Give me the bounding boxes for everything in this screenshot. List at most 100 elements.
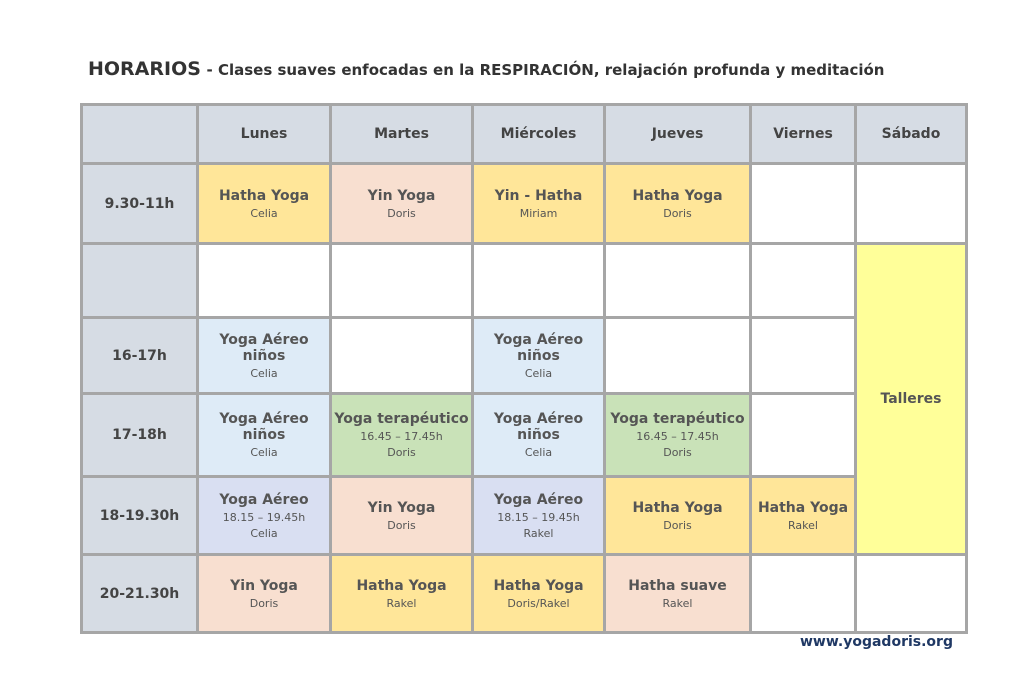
class-time: 18.15 – 19.45h (497, 510, 580, 524)
time-cell: 18-19.30h (80, 475, 199, 556)
teacher: Celia (524, 366, 553, 380)
website: www.yogadoris.org (800, 634, 953, 650)
day-header: Lunes (196, 103, 332, 165)
teacher: Celia (250, 206, 278, 220)
teacher: Doris (663, 446, 692, 459)
teacher: Celia (250, 366, 278, 380)
teacher: Miriam (519, 206, 558, 220)
day-header: Viernes (749, 103, 857, 165)
class-cell: Yin Yoga Doris (196, 553, 332, 634)
empty-cell (749, 242, 857, 319)
empty-cell (749, 392, 857, 478)
class-cell: Yin - Hatha Miriam (471, 162, 606, 245)
empty-cell (603, 316, 752, 395)
teacher: Celia (524, 446, 553, 459)
day-header: Jueves (603, 103, 752, 165)
schedule-row: 20-21.30h Yin Yoga Doris Hatha Yoga Rakel Hat… (80, 553, 968, 634)
empty-cell (749, 162, 857, 245)
class-cell: Hatha Yoga Doris (603, 162, 752, 245)
class-name: Yoga Aéreo niños (219, 331, 309, 364)
class-cell: Yin Yoga Doris (329, 162, 474, 245)
class-cell: Yoga Aéreo niños Celia (471, 392, 606, 478)
teacher: Doris (663, 206, 692, 220)
class-cell: Yin Yoga Doris (329, 475, 474, 556)
teacher: Rakel (662, 596, 693, 610)
class-name: Hatha Yoga (757, 499, 849, 516)
class-name: Talleres (880, 391, 942, 407)
class-cell: Hatha Yoga Rakel (329, 553, 474, 634)
title: HORARIOS - Clases suaves enfocadas en la… (88, 58, 884, 80)
teacher: Doris (387, 206, 416, 220)
teacher: Rakel (523, 526, 554, 540)
empty-cell (749, 316, 857, 395)
teacher: Rakel (788, 518, 818, 532)
subtitle: - Clases suaves enfocadas en la RESPIRAC… (206, 61, 885, 79)
schedule-row: Talleres (80, 242, 968, 556)
class-name: Yin Yoga (367, 499, 436, 516)
class-name: Hatha Yoga (356, 577, 447, 594)
teacher: Doris (387, 446, 416, 459)
class-name: Hatha Yoga (218, 187, 310, 204)
class-cell: Hatha Yoga Doris/Rakel (471, 553, 606, 634)
class-cell: Yoga terapéutico 16.45 – 17.45h Doris (329, 392, 474, 478)
time-cell: 9.30-11h (80, 162, 199, 245)
class-cell: Hatha Yoga Celia (196, 162, 332, 245)
class-time: 16.45 – 17.45h (360, 430, 443, 443)
teacher: Rakel (386, 596, 417, 610)
class-name: Hatha Yoga (632, 499, 723, 516)
class-cell: Yoga terapéutico 16.45 – 17.45h Doris (603, 392, 752, 478)
time-cell: 16-17h (80, 316, 199, 395)
class-cell: Yoga Aéreo niños Celia (471, 316, 606, 395)
schedule-row: 9.30-11h Hatha Yoga Celia Yin Yoga Doris Yin … (80, 162, 968, 245)
corner-cell (80, 103, 199, 165)
class-cell: Hatha Yoga Rakel (749, 475, 857, 556)
empty-cell (329, 316, 474, 395)
schedule-table: Lunes Martes Miércoles Jueves Viernes Sábado 9… (80, 103, 968, 634)
class-name: Yoga Aéreo niños (219, 411, 309, 443)
class-time: 16.45 – 17.45h (636, 430, 719, 443)
class-name: Hatha suave (628, 577, 727, 594)
teacher: Doris (663, 518, 692, 532)
class-name: Yoga Aéreo niños (493, 411, 584, 443)
day-header: Martes (329, 103, 474, 165)
time-cell: 17-18h (80, 392, 199, 478)
class-name: Hatha Yoga (632, 187, 723, 204)
empty-cell (329, 242, 474, 319)
class-cell: Yoga Aéreo 18.15 – 19.45h Rakel (471, 475, 606, 556)
title-main: HORARIOS (88, 58, 201, 80)
class-cell: Yoga Aéreo niños Celia (196, 392, 332, 478)
time-cell: 20-21.30h (80, 553, 199, 634)
time-cell (80, 242, 199, 319)
class-name: Yin - Hatha (494, 187, 583, 204)
header-row: Lunes Martes Miércoles Jueves Viernes Sábado (80, 103, 968, 165)
teacher: Celia (250, 526, 278, 540)
schedule-row: 16-17h Yoga Aéreo niños Celia Yoga Aéreo ni… (80, 316, 967, 395)
class-cell: Hatha suave Rakel (603, 553, 752, 634)
class-name: Yin Yoga (230, 577, 298, 594)
empty-cell (471, 242, 606, 319)
class-name: Yin Yoga (367, 187, 436, 204)
schedule-row: 18-19.30h Yoga Aéreo 18.15 – 19.45h Celia Yi… (80, 475, 967, 556)
class-name: Yoga terapéutico (610, 411, 745, 427)
teacher: Celia (250, 446, 278, 459)
talleres-cell: Talleres (854, 242, 968, 556)
empty-cell (854, 162, 968, 245)
class-cell: Hatha Yoga Doris (603, 475, 752, 556)
class-name: Yoga Aéreo (493, 491, 584, 508)
class-name: Yoga Aéreo (219, 491, 309, 508)
schedule-row: 17-18h Yoga Aéreo niños Celia Yoga terapéut… (80, 392, 967, 478)
class-cell: Yoga Aéreo niños Celia (196, 316, 332, 395)
day-header: Sábado (854, 103, 968, 165)
empty-cell (854, 553, 968, 634)
teacher: Doris (249, 596, 279, 610)
teacher: Doris (387, 518, 416, 532)
class-name: Yoga Aéreo niños (493, 331, 584, 364)
day-header: Miércoles (471, 103, 606, 165)
class-name: Yoga terapéutico (334, 411, 469, 427)
class-name: Hatha Yoga (493, 577, 584, 594)
teacher: Doris/Rakel (507, 596, 570, 610)
class-time: 18.15 – 19.45h (222, 510, 306, 524)
empty-cell (196, 242, 332, 319)
empty-cell (749, 553, 857, 634)
